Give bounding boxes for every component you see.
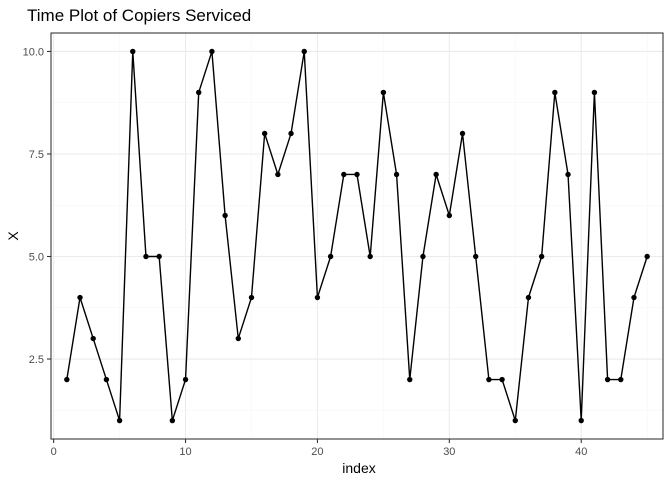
data-point — [341, 171, 347, 178]
data-point — [169, 417, 176, 424]
data-point — [103, 376, 110, 383]
y-tick-label: 2.5 — [29, 354, 44, 366]
data-point — [631, 294, 637, 301]
axes: 0 10 20 30 40 2.5 5.0 7.5 10.0 — [23, 46, 588, 458]
y-tick-label: 10.0 — [23, 46, 44, 58]
data-point — [552, 89, 558, 96]
data-point — [367, 253, 373, 260]
data-point — [604, 376, 611, 383]
data-point — [538, 253, 545, 260]
data-point — [301, 48, 307, 55]
data-point — [314, 294, 321, 301]
series — [64, 48, 650, 424]
data-point — [512, 417, 518, 424]
x-tick-label: 30 — [443, 446, 455, 458]
x-axis-title: index — [342, 460, 375, 476]
series-line — [66, 50, 648, 422]
data-point — [77, 294, 83, 301]
data-point — [143, 253, 149, 260]
data-point — [393, 171, 400, 178]
data-point — [354, 171, 360, 178]
data-point — [525, 294, 532, 301]
data-point — [618, 376, 624, 383]
data-point — [327, 253, 334, 260]
y-axis-title: X — [5, 231, 21, 241]
data-point — [433, 171, 439, 178]
data-point — [499, 376, 505, 383]
data-point — [288, 130, 294, 137]
x-tick-label: 20 — [311, 446, 323, 458]
panel-border — [50, 32, 664, 440]
data-point — [248, 294, 255, 301]
data-point — [486, 376, 492, 383]
y-tick-label: 5.0 — [29, 252, 44, 264]
data-point — [459, 130, 466, 137]
data-point — [565, 171, 571, 178]
data-point — [261, 130, 268, 137]
data-point — [407, 376, 413, 383]
data-point — [578, 417, 584, 424]
data-point — [130, 48, 136, 55]
data-point — [209, 48, 215, 55]
grid — [51, 33, 663, 439]
data-point — [591, 89, 598, 96]
y-tick-label: 7.5 — [29, 149, 44, 161]
data-point — [644, 253, 650, 260]
data-point — [235, 335, 241, 342]
data-point — [446, 212, 453, 219]
data-point — [182, 376, 189, 383]
data-point — [222, 212, 228, 219]
data-point — [473, 253, 479, 260]
x-tick-label: 0 — [51, 446, 57, 458]
data-point — [196, 89, 202, 96]
x-tick-label: 40 — [575, 446, 587, 458]
x-tick-label: 10 — [179, 446, 191, 458]
data-point — [380, 89, 387, 96]
chart-title: Time Plot of Copiers Serviced — [27, 6, 251, 25]
data-point — [90, 335, 96, 342]
data-point — [64, 376, 70, 383]
data-point — [420, 253, 426, 260]
data-point — [275, 171, 281, 178]
data-point — [156, 253, 162, 260]
data-point — [116, 417, 123, 424]
